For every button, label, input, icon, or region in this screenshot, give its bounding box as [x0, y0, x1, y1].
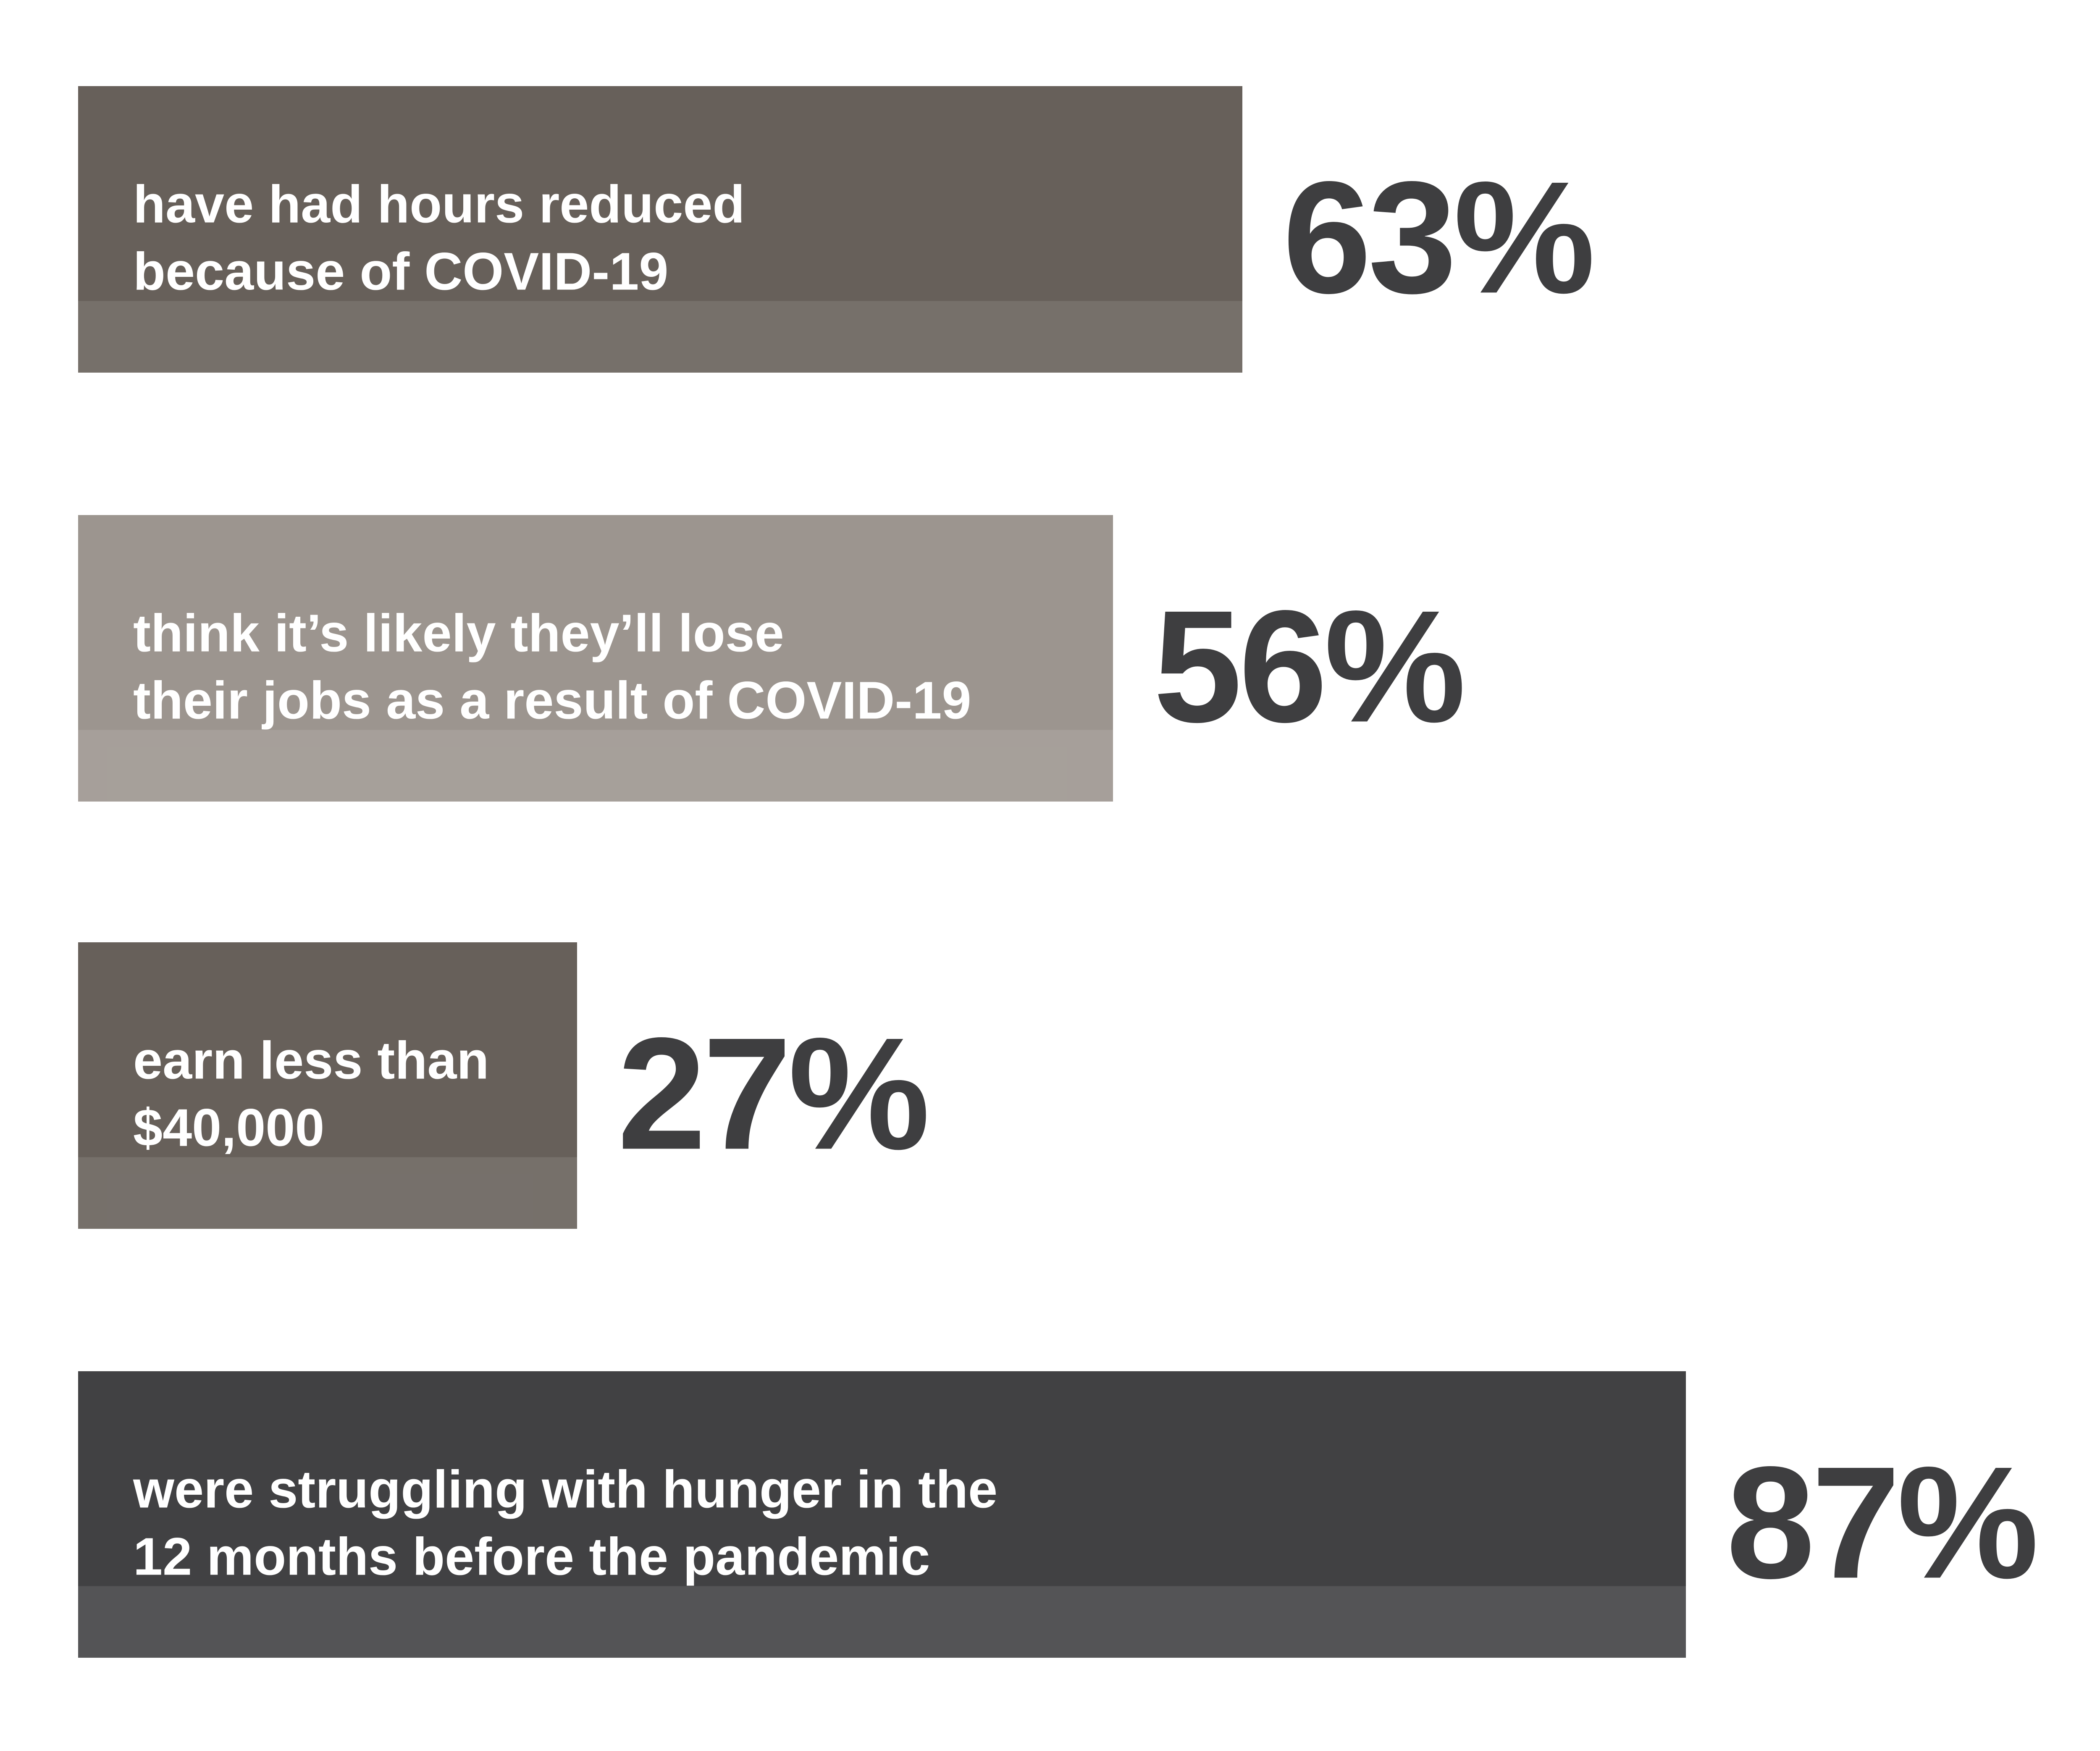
- bar: [78, 1371, 1686, 1658]
- bar-label: have had hours reduced: [133, 174, 745, 234]
- bar: [78, 515, 1113, 802]
- bar-label: 12 months before the pandemic: [133, 1527, 930, 1586]
- bar-label: because of COVID-19: [133, 242, 668, 301]
- bar-shade: [78, 730, 1113, 802]
- bar: [78, 942, 577, 1229]
- bar: [78, 86, 1242, 373]
- bar-shade: [78, 1586, 1686, 1658]
- value-label: 63%: [1283, 148, 1593, 326]
- bar-label: their jobs as a result of COVID-19: [133, 670, 971, 730]
- value-label: 27%: [617, 1004, 928, 1183]
- bar-label: think it’s likely they’ll lose: [133, 603, 784, 663]
- bar-shade: [78, 1157, 577, 1229]
- value-label: 56%: [1153, 577, 1464, 755]
- bar-label: $40,000: [133, 1098, 324, 1157]
- bar-label: were struggling with hunger in the: [133, 1459, 998, 1519]
- bar-shade: [78, 301, 1242, 373]
- value-label: 87%: [1726, 1433, 2037, 1612]
- bar-label: earn less than: [133, 1031, 489, 1090]
